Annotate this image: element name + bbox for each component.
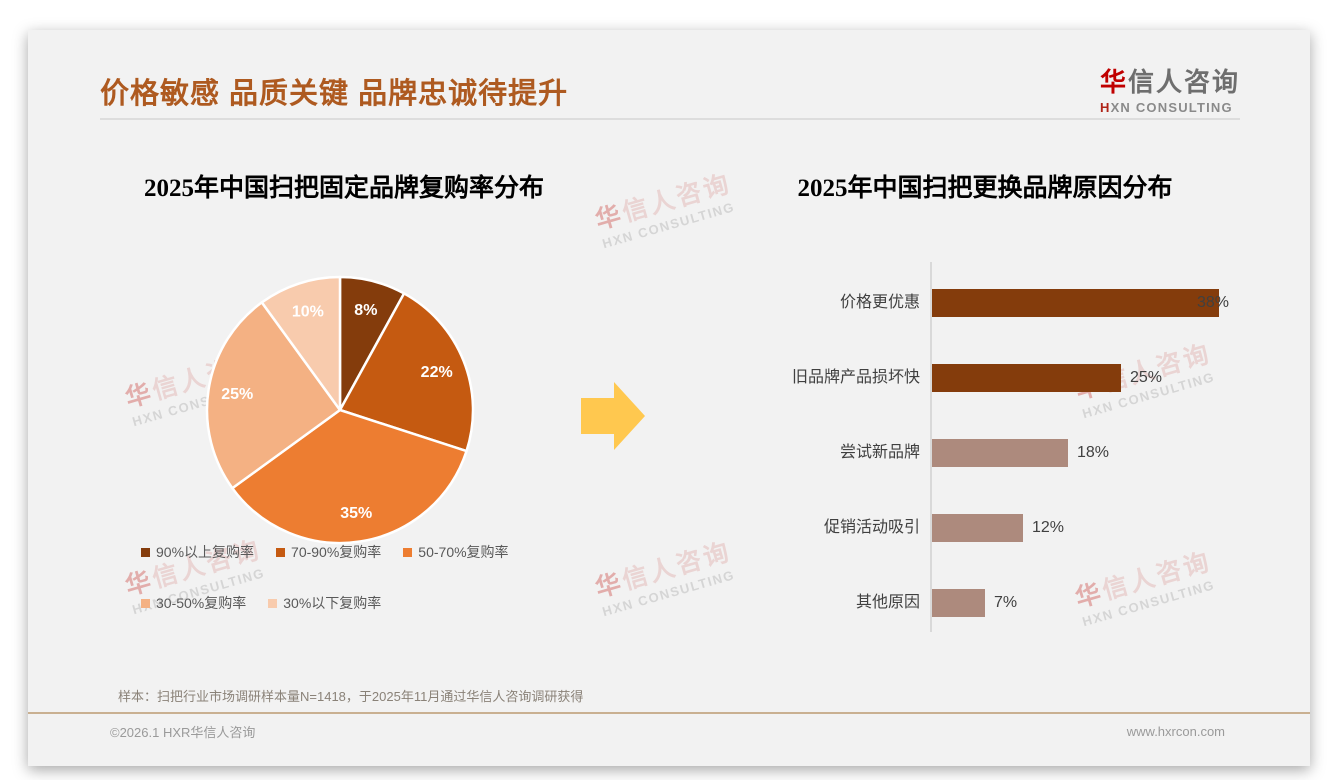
arrow-right-icon — [581, 382, 645, 455]
bar-rect-3 — [932, 514, 1023, 542]
bar-category-label: 价格更优惠 — [839, 294, 920, 311]
watermark: 华信人咨询 HXN CONSULTING — [591, 164, 740, 252]
logo-en-text: HXN CONSULTING — [1099, 100, 1233, 115]
bar-category-label: 其他原因 — [855, 594, 920, 611]
legend-item-3: 30-50%复购率 — [141, 593, 246, 613]
pie-chart-svg: 8% 22% 35% 25% 10% — [205, 275, 475, 545]
legend-label: 30%以下复购率 — [283, 595, 382, 611]
bar-value-label: 12% — [1032, 519, 1065, 536]
legend-item-4: 30%以下复购率 — [268, 593, 381, 613]
bar-value-label: 25% — [1130, 369, 1163, 386]
bar-value-label: 18% — [1077, 444, 1110, 461]
copyright-text: ©2026.1 HXR华信人咨询 — [110, 725, 256, 740]
legend-swatch-icon — [268, 598, 278, 608]
sample-note: 样本：扫把行业市场调研样本量N=1418，于2025年11月通过华信人咨询调研获… — [118, 689, 584, 704]
legend-item-2: 50-70%复购率 — [403, 542, 509, 562]
bar-category-label: 尝试新品牌 — [839, 444, 920, 461]
pie-data-label-3: 25% — [221, 386, 253, 403]
bar-value-label: 7% — [994, 594, 1018, 611]
page-title: 价格敏感 品质关键 品牌忠诚待提升 — [100, 78, 569, 110]
slide-card: 华信人咨询 HXN CONSULTING 华信人咨询 HXN CONSULTIN… — [28, 30, 1310, 766]
pie-chart: 8% 22% 35% 25% 10% — [200, 270, 480, 550]
legend-label: 70-90%复购率 — [291, 544, 382, 560]
pie-data-label-1: 22% — [421, 364, 453, 381]
bar-row-3: 促销活动吸引 12% — [728, 514, 1288, 542]
legend-item-0: 90%以上复购率 — [141, 542, 254, 562]
watermark-text-zh: 华信人咨询 — [592, 169, 735, 235]
bar-value-label: 38% — [1197, 294, 1230, 311]
pie-slice-4 — [260, 275, 342, 412]
pie-chart-title: 2025年中国扫把固定品牌复购率分布 — [143, 175, 544, 202]
watermark-text-en: HXN CONSULTING — [600, 199, 737, 252]
bar-chart: 价格更优惠 38% 旧品牌产品损坏快 25% 尝试新品牌 18% 促销活动吸引 12% 其他原因… — [728, 262, 1288, 634]
bar-row-2: 尝试新品牌 18% — [728, 439, 1288, 467]
bar-row-1: 旧品牌产品损坏快 25% — [728, 364, 1288, 392]
pie-slice-1 — [338, 292, 475, 453]
footer-divider — [28, 712, 1310, 714]
legend-label: 30-50%复购率 — [156, 595, 247, 611]
bar-chart-title: 2025年中国扫把更换品牌原因分布 — [797, 175, 1173, 202]
pie-slice-3 — [205, 301, 342, 490]
bar-rect-0 — [932, 289, 1219, 317]
logo-zh-text: 华信人咨询 — [1099, 67, 1240, 97]
bar-row-0: 价格更优惠 38% — [728, 289, 1288, 317]
website-url: www.hxrcon.com — [1126, 724, 1225, 739]
title-divider — [100, 118, 1240, 120]
bar-category-label: 旧品牌产品损坏快 — [791, 369, 920, 386]
bar-category-label: 促销活动吸引 — [823, 519, 920, 536]
bar-row-4: 其他原因 7% — [728, 589, 1288, 617]
legend-swatch-icon — [141, 598, 150, 608]
legend-item-1: 70-90%复购率 — [276, 542, 381, 562]
pie-data-label-4: 10% — [292, 304, 324, 321]
legend-swatch-icon — [141, 547, 150, 557]
pie-legend: 90%以上复购率 70-90%复购率 50-70%复购率 30-50%复购率 30%以下… — [141, 542, 621, 644]
pie-data-label-0: 8% — [354, 302, 377, 319]
bar-chart-axis — [930, 262, 932, 632]
bar-rect-2 — [932, 439, 1068, 467]
legend-swatch-icon — [276, 547, 286, 557]
pie-data-label-2: 35% — [340, 505, 372, 522]
bar-rect-4 — [932, 589, 985, 617]
bar-rect-1 — [932, 364, 1121, 392]
company-logo: 华信人咨询 HXN CONSULTING — [1100, 62, 1240, 115]
pie-slice-2 — [231, 408, 468, 545]
legend-swatch-icon — [403, 547, 413, 557]
legend-label: 90%以上复购率 — [156, 544, 255, 560]
legend-label: 50-70%复购率 — [418, 544, 509, 560]
